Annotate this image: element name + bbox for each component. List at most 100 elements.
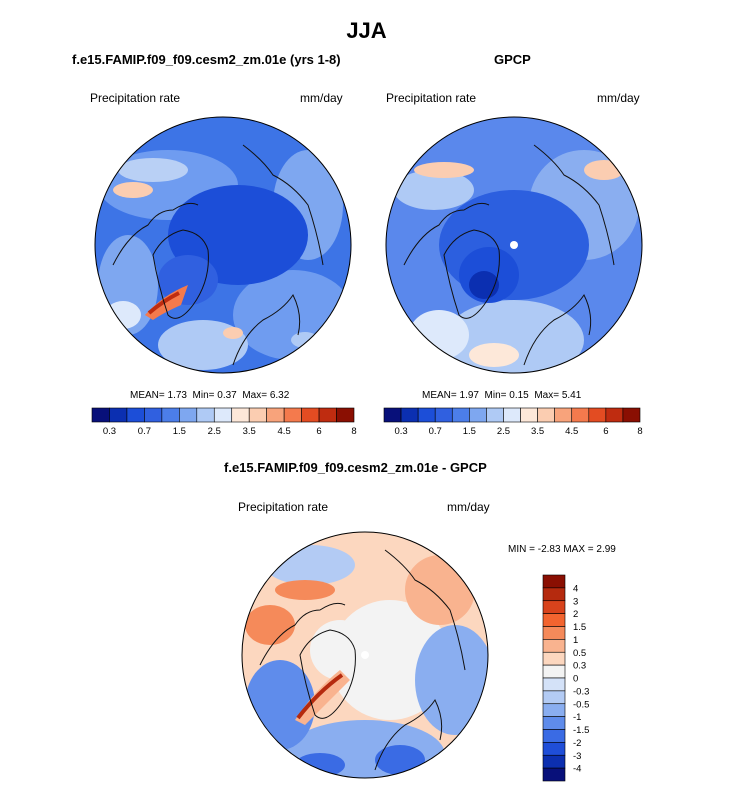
panel1-colorbar-tick-label: 4.5 [278, 426, 291, 437]
panel1-colorbar-tick-label: 3.5 [243, 426, 256, 437]
panel3-map-border [241, 531, 489, 779]
panel2-coastline-siberia [533, 144, 615, 266]
panel3-colorbar-tick-label: -3 [573, 751, 581, 762]
panel2-colorbar-tick-label: 2.5 [497, 426, 510, 437]
panel2-colorbar-box [571, 407, 590, 423]
panel3-colorbar-tick-label: -1 [573, 712, 581, 723]
panel3-field-patch [405, 555, 475, 625]
panel3-colorbar-box [542, 690, 566, 705]
panel2-field-patch [414, 162, 474, 178]
panel1-colorbar-box [318, 407, 337, 423]
panel3-coastline-greenland [299, 629, 356, 719]
panel2-colorbar-tick-label: 8 [637, 426, 642, 437]
panel1-field-patch [118, 158, 188, 182]
panel3-map [241, 531, 489, 779]
panel2-coastline-canada [403, 202, 490, 266]
panel1-colorbar-box [213, 407, 233, 423]
panel3-colorbar-box [542, 664, 566, 679]
panel1-stats: MEAN= 1.73 Min= 0.37 Max= 6.32 [130, 390, 289, 401]
panel2-colorbar-tick-label: 1.5 [463, 426, 476, 437]
panel1-field-patch [223, 327, 243, 339]
panel1-colorbar-tick-label: 1.5 [173, 426, 186, 437]
panel2-colorbar-tick-label: 3.5 [531, 426, 544, 437]
panel1-colorbar-box [336, 407, 355, 423]
panel1-title: f.e15.FAMIP.f09_f09.cesm2_zm.01e (yrs 1-… [72, 52, 341, 67]
panel1-colorbar-box [283, 407, 302, 423]
panel2-colorbar-box [383, 407, 402, 423]
panel3-units: mm/day [447, 500, 490, 514]
panel1-colorbar-tick-label: 0.3 [103, 426, 116, 437]
panel3-field-patch [295, 753, 345, 777]
panel2-colorbar-box [417, 407, 436, 423]
panel3-colorbar-tick-label: 3 [573, 596, 578, 607]
panel1-coastline-siberia [242, 144, 324, 266]
panel3-colorbar-box [542, 613, 566, 627]
panel3-field-patch [265, 545, 355, 585]
panel2-colorbar-box [400, 407, 419, 423]
panel1-map-border [94, 116, 352, 374]
panel3-colorbar-tick-label: 2 [573, 609, 578, 620]
panel3-colorbar-tick-label: -0.3 [573, 686, 589, 697]
panel2-mean-label: MEAN= [422, 390, 457, 401]
panel2-colorbar-box [486, 407, 504, 423]
panel2-colorbar-box [588, 407, 607, 423]
panel3-colorbar-box [542, 716, 566, 730]
panel2-colorbar-box [554, 407, 573, 423]
panel3-colorbar-box [542, 600, 566, 614]
panel3-field-patch [296, 673, 344, 720]
panel1-field-patch [113, 182, 153, 198]
panel1-max-label: Max= [242, 390, 268, 401]
panel3-colorbar-tick-label: 1 [573, 635, 578, 646]
panel2-map-border [385, 116, 643, 374]
panel3-field-patch [245, 660, 315, 750]
panel1-colorbar: 0.3 0.7 1.5 2.5 3.5 4.5 6 8 [91, 407, 357, 437]
panel2-min-label: Min= [484, 390, 507, 401]
panel3-colorbar-box [542, 651, 566, 666]
panel3-colorbar-box [542, 587, 566, 602]
panel2-colorbar-box [503, 407, 521, 423]
panel3-coastline-siberia [384, 549, 466, 671]
panel2-colorbar-box [520, 407, 538, 423]
figure-title: JJA [346, 18, 387, 43]
panel3-coastline-europe [374, 699, 443, 771]
panel3-colorbar-tick-label: 0.3 [573, 661, 586, 672]
panel2-stats: MEAN= 1.97 Min= 0.15 Max= 5.41 [422, 390, 581, 401]
panel2-field-patch [469, 343, 519, 367]
panel2-max-label: Max= [534, 390, 560, 401]
panel1-colorbar-box [91, 407, 110, 423]
panel3-field-patch [415, 625, 488, 735]
panel1-coastline-europe [232, 294, 301, 366]
panel1-colorbar-box [144, 407, 163, 423]
panel3-coastline-canada [259, 602, 346, 666]
panel1-colorbar-box [231, 407, 250, 423]
panel1-colorbar-tick-label: 8 [351, 426, 356, 437]
panel2-units: mm/day [597, 91, 640, 105]
panel2-max-value: 5.41 [561, 390, 582, 401]
panel3-variable: Precipitation rate [238, 500, 329, 514]
panel3-colorbar-box [542, 703, 566, 717]
panel3-colorbar-box [542, 626, 566, 640]
panel2-colorbar: 0.3 0.7 1.5 2.5 3.5 4.5 6 8 [383, 407, 643, 437]
panel3-colorbar-box [542, 742, 566, 756]
panel1-coastline-greenland [152, 229, 209, 319]
panel1-map [94, 116, 352, 374]
panel2-colorbar-box [622, 407, 641, 423]
panel3-max-label: MAX = [563, 544, 594, 555]
panel2-field-patch [394, 170, 474, 210]
panel3-field-patch [295, 670, 350, 725]
panel1-colorbar-box [266, 407, 285, 423]
panel3-field-patch [375, 745, 425, 775]
panel1-colorbar-tick-label: 2.5 [208, 426, 221, 437]
panel3-field-patch [245, 605, 295, 645]
panel3-colorbar-tick-label: 0 [573, 674, 578, 685]
panel3-colorbar-box [542, 754, 566, 769]
panel3-colorbar-box [542, 729, 566, 743]
panel3-title: f.e15.FAMIP.f09_f09.cesm2_zm.01e - GPCP [224, 460, 487, 475]
panel1-units: mm/day [300, 91, 343, 105]
panel1-colorbar-box [301, 407, 320, 423]
panel3-colorbar-tick-label: -0.5 [573, 699, 589, 710]
panel2-colorbar-box [434, 407, 453, 423]
panel1-mean-value: 1.73 [167, 390, 187, 401]
panel2-pole-marker [510, 241, 518, 249]
panel3-min-value: -2.83 [537, 544, 561, 555]
